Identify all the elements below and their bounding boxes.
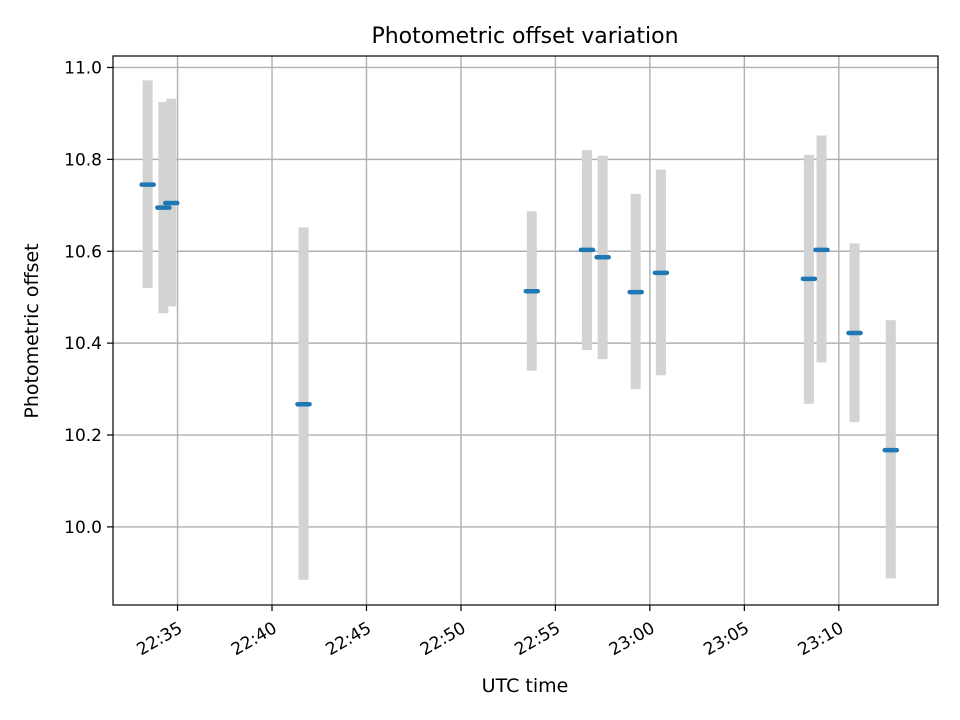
grid <box>113 56 938 605</box>
plot-frame <box>112 55 939 606</box>
y-tick-label: 11.0 <box>64 58 102 78</box>
y-tick-label: 10.2 <box>64 426 102 446</box>
y-tick-label: 10.6 <box>64 242 102 262</box>
y-tick-label: 10.4 <box>64 334 102 354</box>
y-tick-label: 10.8 <box>64 150 102 170</box>
y-axis: 10.0 10.2 10.4 10.6 10.8 11.0 <box>64 58 113 538</box>
y-tick-label: 10.0 <box>64 518 102 538</box>
chart-title: Photometric offset variation <box>371 24 678 49</box>
y-axis-label: Photometric offset <box>21 243 43 418</box>
x-axis-label: UTC time <box>482 675 569 697</box>
data-markers <box>139 182 900 453</box>
